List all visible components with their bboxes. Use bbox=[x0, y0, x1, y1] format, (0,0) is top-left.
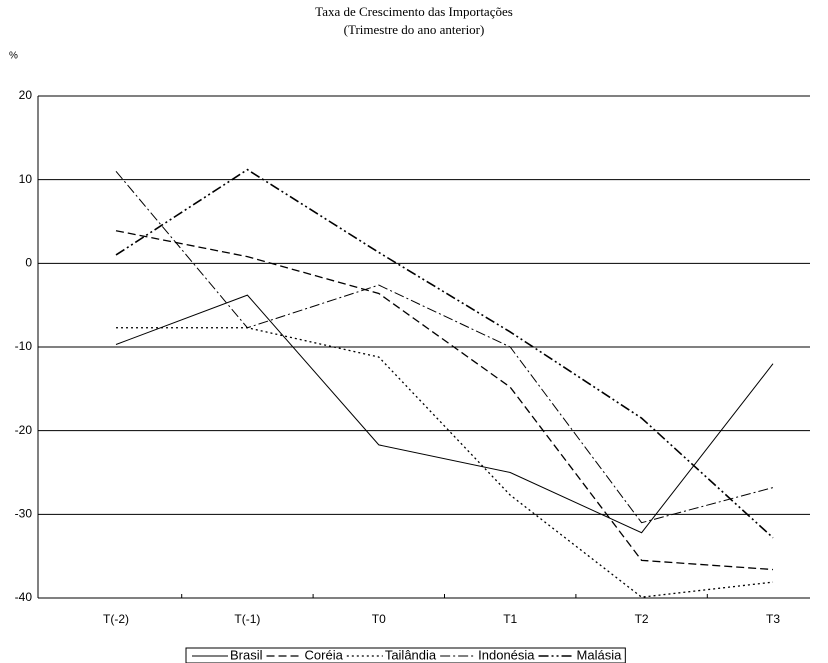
y-tick-label: 10 bbox=[19, 172, 33, 186]
legend-label: Tailândia bbox=[385, 647, 437, 662]
y-tick-label: -20 bbox=[15, 423, 33, 437]
series-line bbox=[115, 170, 774, 524]
chart-subtitle: (Trimestre do ano anterior) bbox=[344, 22, 485, 37]
legend: Brasil Coréia Tailândia Indonésia Malásia bbox=[185, 647, 626, 663]
x-tick-label: T2 bbox=[635, 612, 649, 626]
x-tick-label: T(-1) bbox=[234, 612, 260, 626]
legend-label: Indonésia bbox=[478, 647, 535, 662]
x-tick-label: T1 bbox=[503, 612, 517, 626]
legend-label: Coréia bbox=[305, 647, 344, 662]
y-tick-label: 20 bbox=[19, 88, 33, 102]
series-line bbox=[115, 294, 774, 534]
x-tick-label: T0 bbox=[372, 612, 386, 626]
y-axis-label: % bbox=[9, 51, 18, 62]
x-tick-label: T(-2) bbox=[103, 612, 129, 626]
x-tick-label: T3 bbox=[766, 612, 780, 626]
y-tick-label: -10 bbox=[15, 339, 33, 353]
chart-title: Taxa de Crescimento das Importações bbox=[315, 4, 513, 19]
legend-label: Brasil bbox=[230, 647, 263, 662]
legend-box bbox=[185, 647, 626, 663]
y-tick-label: 0 bbox=[25, 256, 32, 270]
y-tick-label: -40 bbox=[15, 590, 33, 604]
series-line bbox=[115, 230, 774, 571]
series-line bbox=[115, 168, 774, 539]
series-line bbox=[116, 327, 774, 598]
legend-label: Malásia bbox=[577, 647, 623, 662]
y-tick-label: -30 bbox=[15, 507, 33, 521]
